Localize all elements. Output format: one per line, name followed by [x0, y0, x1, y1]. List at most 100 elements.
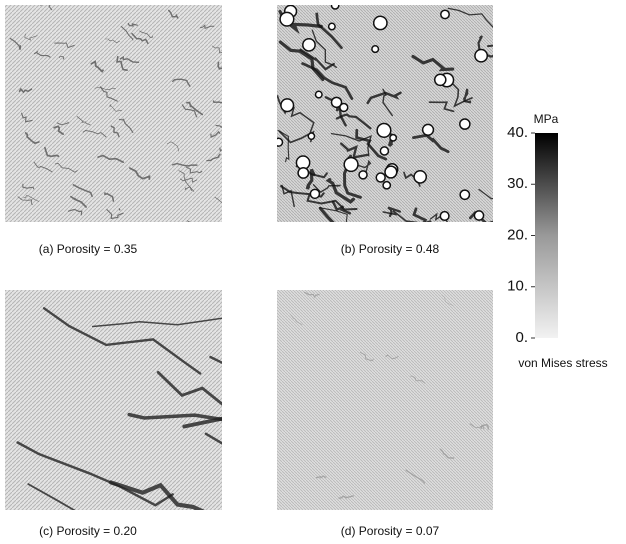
stress-band — [99, 86, 118, 102]
stress-band — [335, 113, 372, 130]
pore — [327, 22, 336, 31]
panel-image — [5, 290, 222, 510]
stress-band — [439, 448, 455, 459]
stress-band — [441, 295, 454, 306]
stress-band — [199, 24, 215, 30]
pore — [302, 37, 316, 52]
stress-band — [24, 33, 38, 41]
stress-band — [185, 166, 203, 174]
pore — [379, 146, 390, 156]
stress-band — [67, 208, 83, 216]
pore — [439, 210, 450, 222]
stress-band — [305, 168, 316, 190]
stress-band — [23, 195, 40, 202]
stress-band — [215, 124, 222, 129]
pore — [440, 9, 450, 20]
stress-band — [301, 62, 354, 100]
stress-band — [303, 291, 320, 299]
pore — [330, 5, 340, 10]
stress-band — [110, 125, 120, 138]
stress-band — [340, 142, 369, 159]
stress-band — [44, 146, 60, 158]
stress-band — [167, 9, 179, 19]
stress-band — [355, 128, 388, 161]
stress-band — [54, 162, 78, 173]
stress-band — [318, 206, 335, 222]
pore — [474, 48, 489, 63]
stress-band — [116, 55, 128, 72]
pore — [384, 165, 398, 179]
stress-band — [319, 207, 348, 222]
pore — [330, 96, 343, 109]
pore — [376, 122, 392, 138]
pore — [277, 137, 284, 147]
pore — [459, 189, 471, 201]
stress-band — [72, 184, 93, 198]
stress-band — [127, 22, 138, 27]
colorbar-label: von Mises stress — [518, 356, 607, 370]
texture-group — [9, 5, 222, 222]
stress-band — [90, 60, 104, 73]
pore — [279, 11, 295, 27]
pore — [413, 169, 428, 184]
stress-band — [106, 209, 124, 220]
stress-band — [186, 101, 204, 116]
stress-band — [27, 483, 76, 510]
stress-band — [108, 480, 205, 510]
stress-band — [214, 196, 222, 203]
colorbar-tick-label: 20. — [507, 226, 528, 243]
stress-band — [429, 212, 449, 222]
stress-band — [105, 38, 120, 44]
stress-band — [33, 161, 53, 173]
stress-band — [306, 194, 358, 211]
stress-band — [411, 54, 455, 72]
stress-band — [385, 354, 399, 360]
stress-band — [109, 104, 122, 112]
caption: (c) Porosity = 0.20 — [39, 524, 137, 538]
stress-band — [315, 475, 327, 479]
stress-texture — [9, 5, 493, 510]
stress-band — [129, 167, 151, 180]
texture-group — [290, 291, 490, 499]
pore — [280, 98, 295, 113]
caption: (a) Porosity = 0.35 — [39, 242, 138, 256]
stress-band — [480, 423, 490, 430]
stress-band — [277, 129, 290, 163]
stress-band — [118, 118, 134, 133]
pore — [433, 73, 447, 87]
stress-band — [156, 370, 222, 406]
stress-band — [9, 37, 22, 50]
stress-band — [131, 32, 149, 45]
stress-band — [82, 130, 107, 138]
pore — [389, 133, 398, 142]
stress-band — [22, 183, 35, 190]
stress-band — [210, 130, 221, 139]
stress-band — [290, 314, 303, 325]
pore — [371, 45, 380, 54]
colorbar-unit: MPa — [534, 112, 559, 126]
pore — [358, 170, 368, 180]
stress-band — [315, 12, 343, 50]
stress-band — [312, 183, 341, 194]
stress-band — [94, 86, 116, 90]
stress-band — [410, 375, 426, 384]
colorbar-tick-label: 10. — [507, 278, 528, 295]
stress-band — [181, 104, 198, 118]
stress-band — [179, 177, 198, 183]
colorbar — [535, 133, 558, 338]
stress-band — [24, 132, 40, 145]
stress-band — [91, 317, 222, 328]
stress-band — [219, 147, 222, 153]
stress-band — [17, 196, 33, 205]
pore — [459, 118, 471, 130]
stress-band — [53, 125, 64, 135]
stress-band — [33, 50, 51, 58]
stress-band — [212, 45, 222, 54]
panel-image — [277, 290, 493, 510]
stress-band — [104, 192, 115, 202]
stress-band — [18, 87, 33, 94]
caption: (d) Porosity = 0.07 — [341, 524, 440, 538]
pore — [421, 123, 435, 136]
stress-band — [127, 412, 222, 422]
stress-band — [387, 206, 402, 218]
